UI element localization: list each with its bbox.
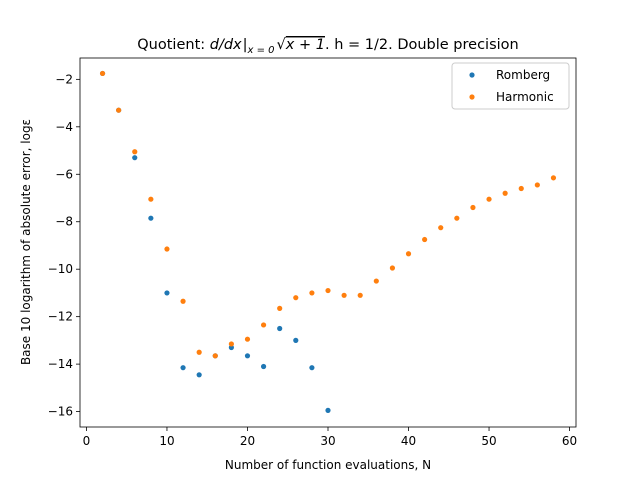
data-point-harmonic (373, 278, 379, 284)
x-tick-label: 50 (481, 434, 496, 448)
data-point-romberg (148, 215, 154, 221)
y-axis-ticks: −16 −14 −12 −10 −8 −6 −4 −2 (48, 72, 80, 419)
legend-box (451, 62, 570, 110)
data-point-harmonic (293, 295, 299, 301)
y-axis-label: Base 10 logarithm of absolute error, log… (19, 119, 33, 365)
y-tick-label: −8 (55, 215, 73, 229)
data-point-romberg (180, 365, 186, 371)
title-subscript: x = 0 (247, 45, 275, 56)
data-point-harmonic (260, 322, 267, 328)
data-point-romberg (260, 363, 267, 370)
data-point-harmonic (132, 149, 138, 155)
data-point-harmonic (148, 196, 154, 202)
data-point-harmonic (470, 204, 476, 211)
data-point-harmonic (502, 190, 508, 196)
data-point-harmonic (518, 185, 524, 192)
data-point-harmonic (454, 215, 460, 221)
chart-title: Quotient: d/dx|x = 0 √x + 1. h = 1/2. Dou… (137, 37, 518, 56)
x-axis-label: Number of function evaluations, N (225, 458, 431, 472)
data-point-harmonic (438, 225, 444, 231)
y-tick-label: −4 (55, 120, 73, 134)
data-point-harmonic (534, 182, 540, 188)
data-point-romberg (293, 337, 299, 343)
data-point-harmonic (325, 287, 331, 294)
data-point-romberg (244, 353, 251, 359)
x-tick-label: 10 (159, 434, 174, 448)
data-point-harmonic (277, 305, 283, 311)
data-point-harmonic (99, 70, 106, 77)
data-point-romberg (325, 407, 331, 413)
data-point-harmonic (212, 353, 218, 359)
y-tick-label: −16 (48, 405, 73, 419)
axes-frame (79, 57, 577, 428)
data-point-harmonic (164, 246, 170, 252)
data-point-romberg (277, 325, 283, 332)
data-point-romberg (164, 290, 170, 296)
data-point-harmonic (244, 336, 251, 342)
y-tick-label: −12 (48, 310, 73, 324)
data-point-harmonic (550, 175, 557, 181)
legend: Romberg Harmonic (451, 62, 570, 110)
legend-marker-harmonic (469, 94, 475, 100)
x-tick-label: 30 (320, 434, 335, 448)
series-harmonic (99, 70, 557, 359)
data-point-harmonic (196, 349, 202, 355)
data-points (99, 70, 557, 413)
data-point-harmonic (309, 290, 315, 296)
title-sqrt: √ (277, 37, 287, 53)
x-tick-label: 20 (240, 434, 255, 448)
x-tick-label: 0 (83, 434, 91, 448)
title-suffix: . h = 1/2. Double precision (325, 37, 519, 53)
data-point-harmonic (341, 292, 347, 298)
data-point-harmonic (116, 107, 122, 113)
y-tick-label: −10 (48, 262, 73, 276)
legend-label-harmonic: Harmonic (496, 90, 554, 104)
y-tick-label: −2 (55, 72, 73, 86)
data-point-romberg (309, 365, 315, 371)
x-axis-ticks: 0 10 20 30 40 50 60 (83, 427, 577, 448)
y-tick-label: −6 (55, 167, 73, 181)
data-point-harmonic (405, 251, 412, 257)
title-radicand: x + 1 (285, 37, 325, 53)
data-point-harmonic (228, 341, 234, 347)
data-point-romberg (196, 372, 202, 378)
data-point-harmonic (422, 236, 428, 243)
legend-label-romberg: Romberg (496, 68, 550, 82)
title-bar: | (243, 37, 248, 53)
data-point-harmonic (389, 265, 396, 271)
legend-marker-romberg (469, 72, 475, 78)
data-point-harmonic (486, 196, 492, 202)
y-tick-label: −14 (48, 357, 73, 371)
data-point-harmonic (180, 298, 186, 304)
data-point-romberg (132, 155, 138, 161)
x-tick-label: 60 (562, 434, 577, 448)
title-operator: d/dx (210, 37, 242, 53)
x-tick-label: 40 (401, 434, 416, 448)
title-prefix: Quotient: (137, 37, 209, 53)
data-point-harmonic (357, 292, 363, 298)
